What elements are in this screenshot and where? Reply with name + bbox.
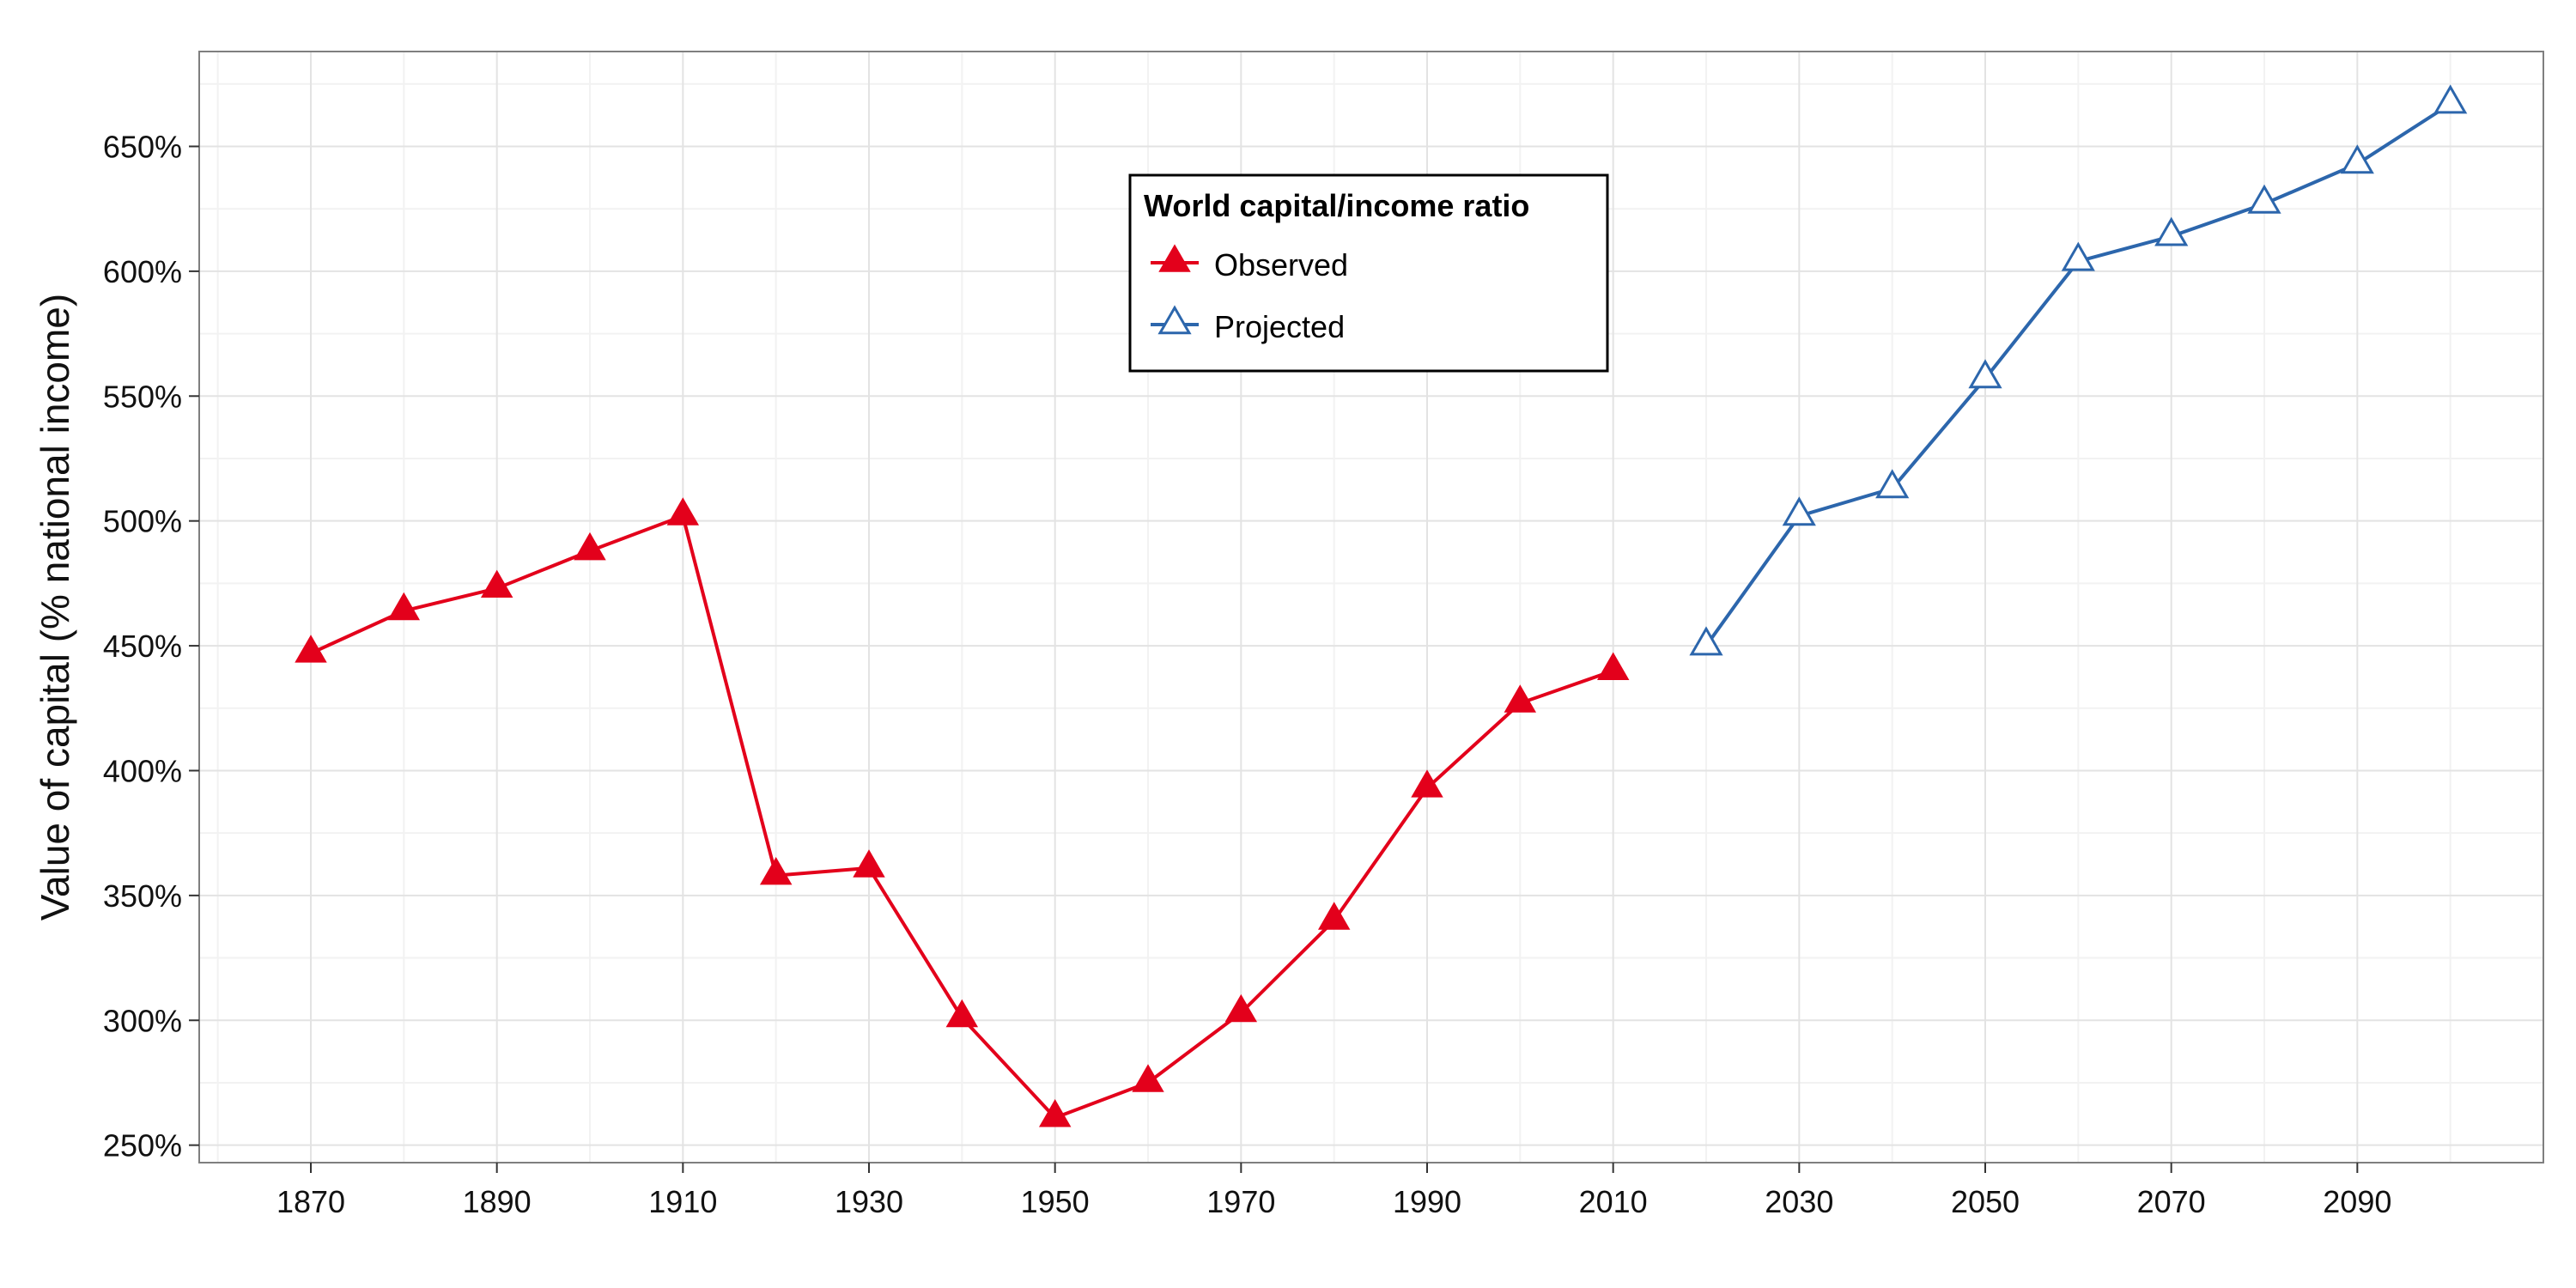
- data-point-observed: [295, 635, 327, 663]
- x-tick-label: 2070: [2137, 1184, 2206, 1219]
- data-point-projected: [2340, 144, 2374, 174]
- data-point-projected: [2433, 84, 2468, 114]
- y-axis-title: Value of capital (% national income): [33, 294, 77, 920]
- series-layer: [295, 84, 2468, 1127]
- data-point-observed: [945, 999, 979, 1028]
- data-point-observed: [1411, 769, 1443, 798]
- y-tick-label: 300%: [103, 1003, 182, 1038]
- x-tick-label: 1990: [1393, 1184, 1461, 1219]
- series-projected: [1689, 84, 2468, 656]
- x-tick-label: 1890: [463, 1184, 532, 1219]
- legend-key-projected: [1151, 305, 1199, 335]
- data-point-projected: [2061, 241, 2095, 271]
- legend-title: World capital/income ratio: [1144, 188, 1529, 223]
- data-point-observed: [1596, 652, 1630, 680]
- data-point-observed: [666, 497, 700, 526]
- data-point-observed: [1224, 993, 1258, 1023]
- x-tick-label: 1930: [835, 1184, 903, 1219]
- data-point-projected: [1689, 626, 1723, 656]
- y-tick-label: 400%: [103, 753, 182, 788]
- x-tick-label: 1910: [648, 1184, 717, 1219]
- y-tick-label: 600%: [103, 254, 182, 289]
- x-tick-label: 2030: [1765, 1184, 1833, 1219]
- data-point-observed: [1317, 902, 1351, 930]
- legend-key-observed: [1151, 244, 1199, 272]
- y-tick-label: 250%: [103, 1128, 182, 1163]
- legend-label-projected: Projected: [1214, 309, 1345, 344]
- data-point-observed: [387, 592, 421, 621]
- data-point-observed: [1504, 684, 1537, 713]
- y-tick-label: 650%: [103, 129, 182, 164]
- y-tick-label: 500%: [103, 504, 182, 539]
- y-tick-label: 550%: [103, 379, 182, 414]
- data-point-projected: [1782, 496, 1816, 526]
- plot-panel-border: [198, 51, 2544, 1163]
- legend: World capital/income ratio Observed Proj…: [1128, 173, 1609, 373]
- data-point-observed: [1038, 1098, 1072, 1127]
- x-tick-label: 2050: [1951, 1184, 2020, 1219]
- minor-gridlines: [199, 52, 2543, 1163]
- x-tick-label: 2010: [1579, 1184, 1648, 1219]
- y-axis: 250% 300% 350% 400% 450% 500% 550% 600% 650%: [103, 129, 199, 1163]
- x-tick-label: 1970: [1206, 1184, 1275, 1219]
- legend-box: [1128, 173, 1609, 373]
- x-tick-label: 1950: [1021, 1184, 1090, 1219]
- data-point-observed: [574, 532, 606, 561]
- legend-key-marker: [1157, 305, 1192, 335]
- data-point-observed: [759, 857, 793, 885]
- x-tick-label: 2090: [2323, 1184, 2391, 1219]
- x-axis: 1870 1890 1910 1930 1950 1970 1990 2010 2030 2050…: [276, 1163, 2391, 1219]
- y-tick-label: 350%: [103, 878, 182, 914]
- data-point-projected: [2154, 216, 2189, 246]
- series-observed: [295, 497, 1630, 1127]
- legend-key-marker: [1158, 244, 1191, 272]
- data-point-observed: [1132, 1064, 1164, 1092]
- data-point-observed: [853, 849, 885, 878]
- data-point-projected: [1968, 359, 2002, 389]
- data-point-projected: [2247, 184, 2281, 214]
- y-tick-label: 450%: [103, 629, 182, 664]
- x-tick-label: 1870: [276, 1184, 345, 1219]
- legend-label-observed: Observed: [1214, 247, 1348, 283]
- data-point-observed: [480, 569, 513, 598]
- data-point-projected: [1875, 469, 1910, 499]
